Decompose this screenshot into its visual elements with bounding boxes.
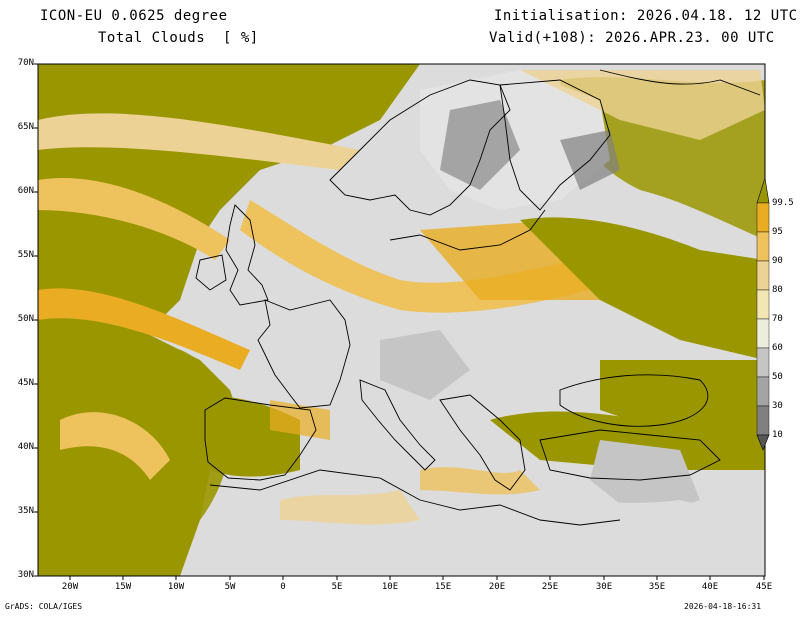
legend-swatch-90 xyxy=(756,231,770,262)
lon-label-35e: 35E xyxy=(648,582,666,592)
lon-label-10e: 10E xyxy=(381,582,399,592)
legend-swatch-80 xyxy=(756,260,770,291)
legend-swatch-30 xyxy=(756,376,770,407)
valid-time: Valid(+108): 2026.APR.23. 00 UTC xyxy=(489,30,775,46)
legend-arrow-bottom xyxy=(756,434,770,451)
lon-label-25e: 25E xyxy=(541,582,559,592)
legend-label-10: 10 xyxy=(772,430,783,440)
legend-label-90: 90 xyxy=(772,256,783,266)
axis-ticks xyxy=(34,63,765,580)
legend-label-80: 80 xyxy=(772,285,783,295)
variable-title: Total Clouds [ %] xyxy=(98,30,259,46)
lat-label-45n: 45N xyxy=(17,378,34,388)
lon-label-20e: 20E xyxy=(488,582,506,592)
legend-swatch-70 xyxy=(756,289,770,320)
legend-label-60: 60 xyxy=(772,343,783,353)
legend-swatch-60 xyxy=(756,318,770,349)
lat-label-65n: 65N xyxy=(17,122,34,132)
lat-label-30n: 30N xyxy=(17,570,34,580)
lat-label-70n: 70N xyxy=(17,58,34,68)
legend-label-50: 50 xyxy=(772,372,783,382)
lon-label-5w: 5W xyxy=(224,582,236,592)
coastlines xyxy=(195,69,761,526)
footer-timestamp: 2026-04-18-16:31 xyxy=(684,602,762,611)
color-legend xyxy=(756,177,770,451)
legend-swatch-95 xyxy=(756,202,770,233)
lon-label-45e: 45E xyxy=(755,582,773,592)
legend-label-30: 30 xyxy=(772,401,783,411)
cloud-field xyxy=(38,64,765,576)
lon-label-15e: 15E xyxy=(434,582,452,592)
lon-label-0: 0 xyxy=(280,582,286,592)
lon-label-15w: 15W xyxy=(114,582,132,592)
lon-label-40e: 40E xyxy=(701,582,719,592)
lon-label-30e: 30E xyxy=(595,582,613,592)
footer-credit: GrADS: COLA/IGES xyxy=(5,602,83,611)
legend-swatch-10 xyxy=(756,405,770,436)
lat-label-50n: 50N xyxy=(17,314,34,324)
lat-label-35n: 35N xyxy=(17,506,34,516)
lon-label-10w: 10W xyxy=(167,582,185,592)
legend-label-70: 70 xyxy=(772,314,783,324)
legend-swatch-50 xyxy=(756,347,770,378)
init-time: Initialisation: 2026.04.18. 12 UTC xyxy=(494,8,798,24)
model-title: ICON-EU 0.0625 degree xyxy=(40,8,228,24)
lat-label-40n: 40N xyxy=(17,442,34,452)
legend-label-95: 95 xyxy=(772,227,783,237)
legend-label-99-5: 99.5 xyxy=(772,198,794,208)
lon-label-20w: 20W xyxy=(61,582,79,592)
lon-label-5e: 5E xyxy=(331,582,343,592)
lat-label-55n: 55N xyxy=(17,250,34,260)
lat-label-60n: 60N xyxy=(17,186,34,196)
